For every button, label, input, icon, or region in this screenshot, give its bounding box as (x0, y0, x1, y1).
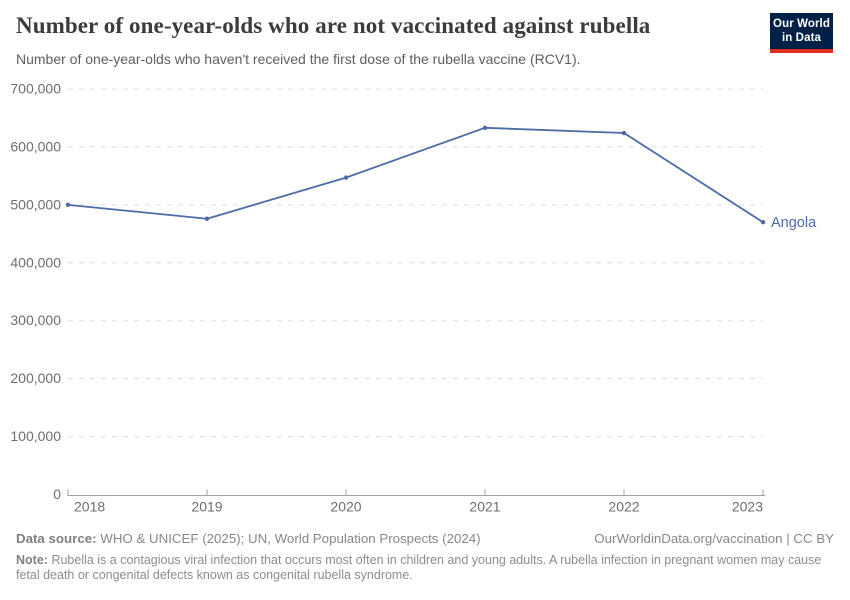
y-tick-label: 0 (53, 486, 61, 502)
data-source-text: WHO & UNICEF (2025); UN, World Populatio… (100, 531, 481, 546)
x-tick-label: 2020 (330, 499, 361, 515)
chart-note-text: Rubella is a contagious viral infection … (16, 553, 822, 582)
y-tick-label: 300,000 (10, 312, 61, 328)
y-tick-label: 200,000 (10, 370, 61, 386)
y-tick-label: 500,000 (10, 196, 61, 212)
chart-title: Number of one-year-olds who are not vacc… (16, 13, 651, 38)
chart-subtitle: Number of one-year-olds who haven't rece… (16, 51, 581, 67)
data-point (343, 175, 349, 180)
chart-header: Number of one-year-olds who are not vacc… (0, 0, 850, 80)
entity-label: Angola (771, 215, 817, 231)
y-tick-label: 600,000 (10, 138, 61, 154)
data-source-label: Data source: (16, 531, 97, 546)
chart-canvas[interactable]: 0 100,000 200,000 300,000 400,000 500,000 600,… (0, 80, 850, 525)
source-row: Data source: WHO & UNICEF (2025); UN, Wo… (16, 531, 834, 547)
x-tick-label: 2018 (74, 499, 105, 515)
y-tick-label: 100,000 (10, 428, 61, 444)
data-point (482, 125, 488, 131)
logo-line2: in Data (781, 31, 822, 44)
attribution-link[interactable]: OurWorldinData.org/vaccination | CC BY (594, 531, 834, 546)
chart-note-label: Note: (16, 553, 48, 567)
series-line (67, 126, 764, 224)
x-tick-label: 2019 (191, 499, 222, 515)
data-point (760, 220, 766, 225)
logo-line1: Our World (773, 18, 830, 30)
chart-footer: Data source: WHO & UNICEF (2025); UN, Wo… (16, 531, 834, 583)
x-tick-label: 2023 (732, 499, 763, 515)
y-tick-label: 700,000 (10, 81, 61, 97)
data-point (65, 202, 71, 208)
y-tick-label: 400,000 (10, 254, 61, 270)
x-tick-label: 2022 (608, 499, 639, 515)
x-tick-label: 2021 (469, 499, 500, 515)
data-source: Data source: WHO & UNICEF (2025); UN, Wo… (16, 531, 481, 547)
owid-logo[interactable]: Our World in Data (770, 13, 833, 53)
data-point (204, 216, 210, 221)
data-point (621, 130, 627, 136)
chart-note: Note: Rubella is a contagious viral infe… (16, 553, 834, 583)
